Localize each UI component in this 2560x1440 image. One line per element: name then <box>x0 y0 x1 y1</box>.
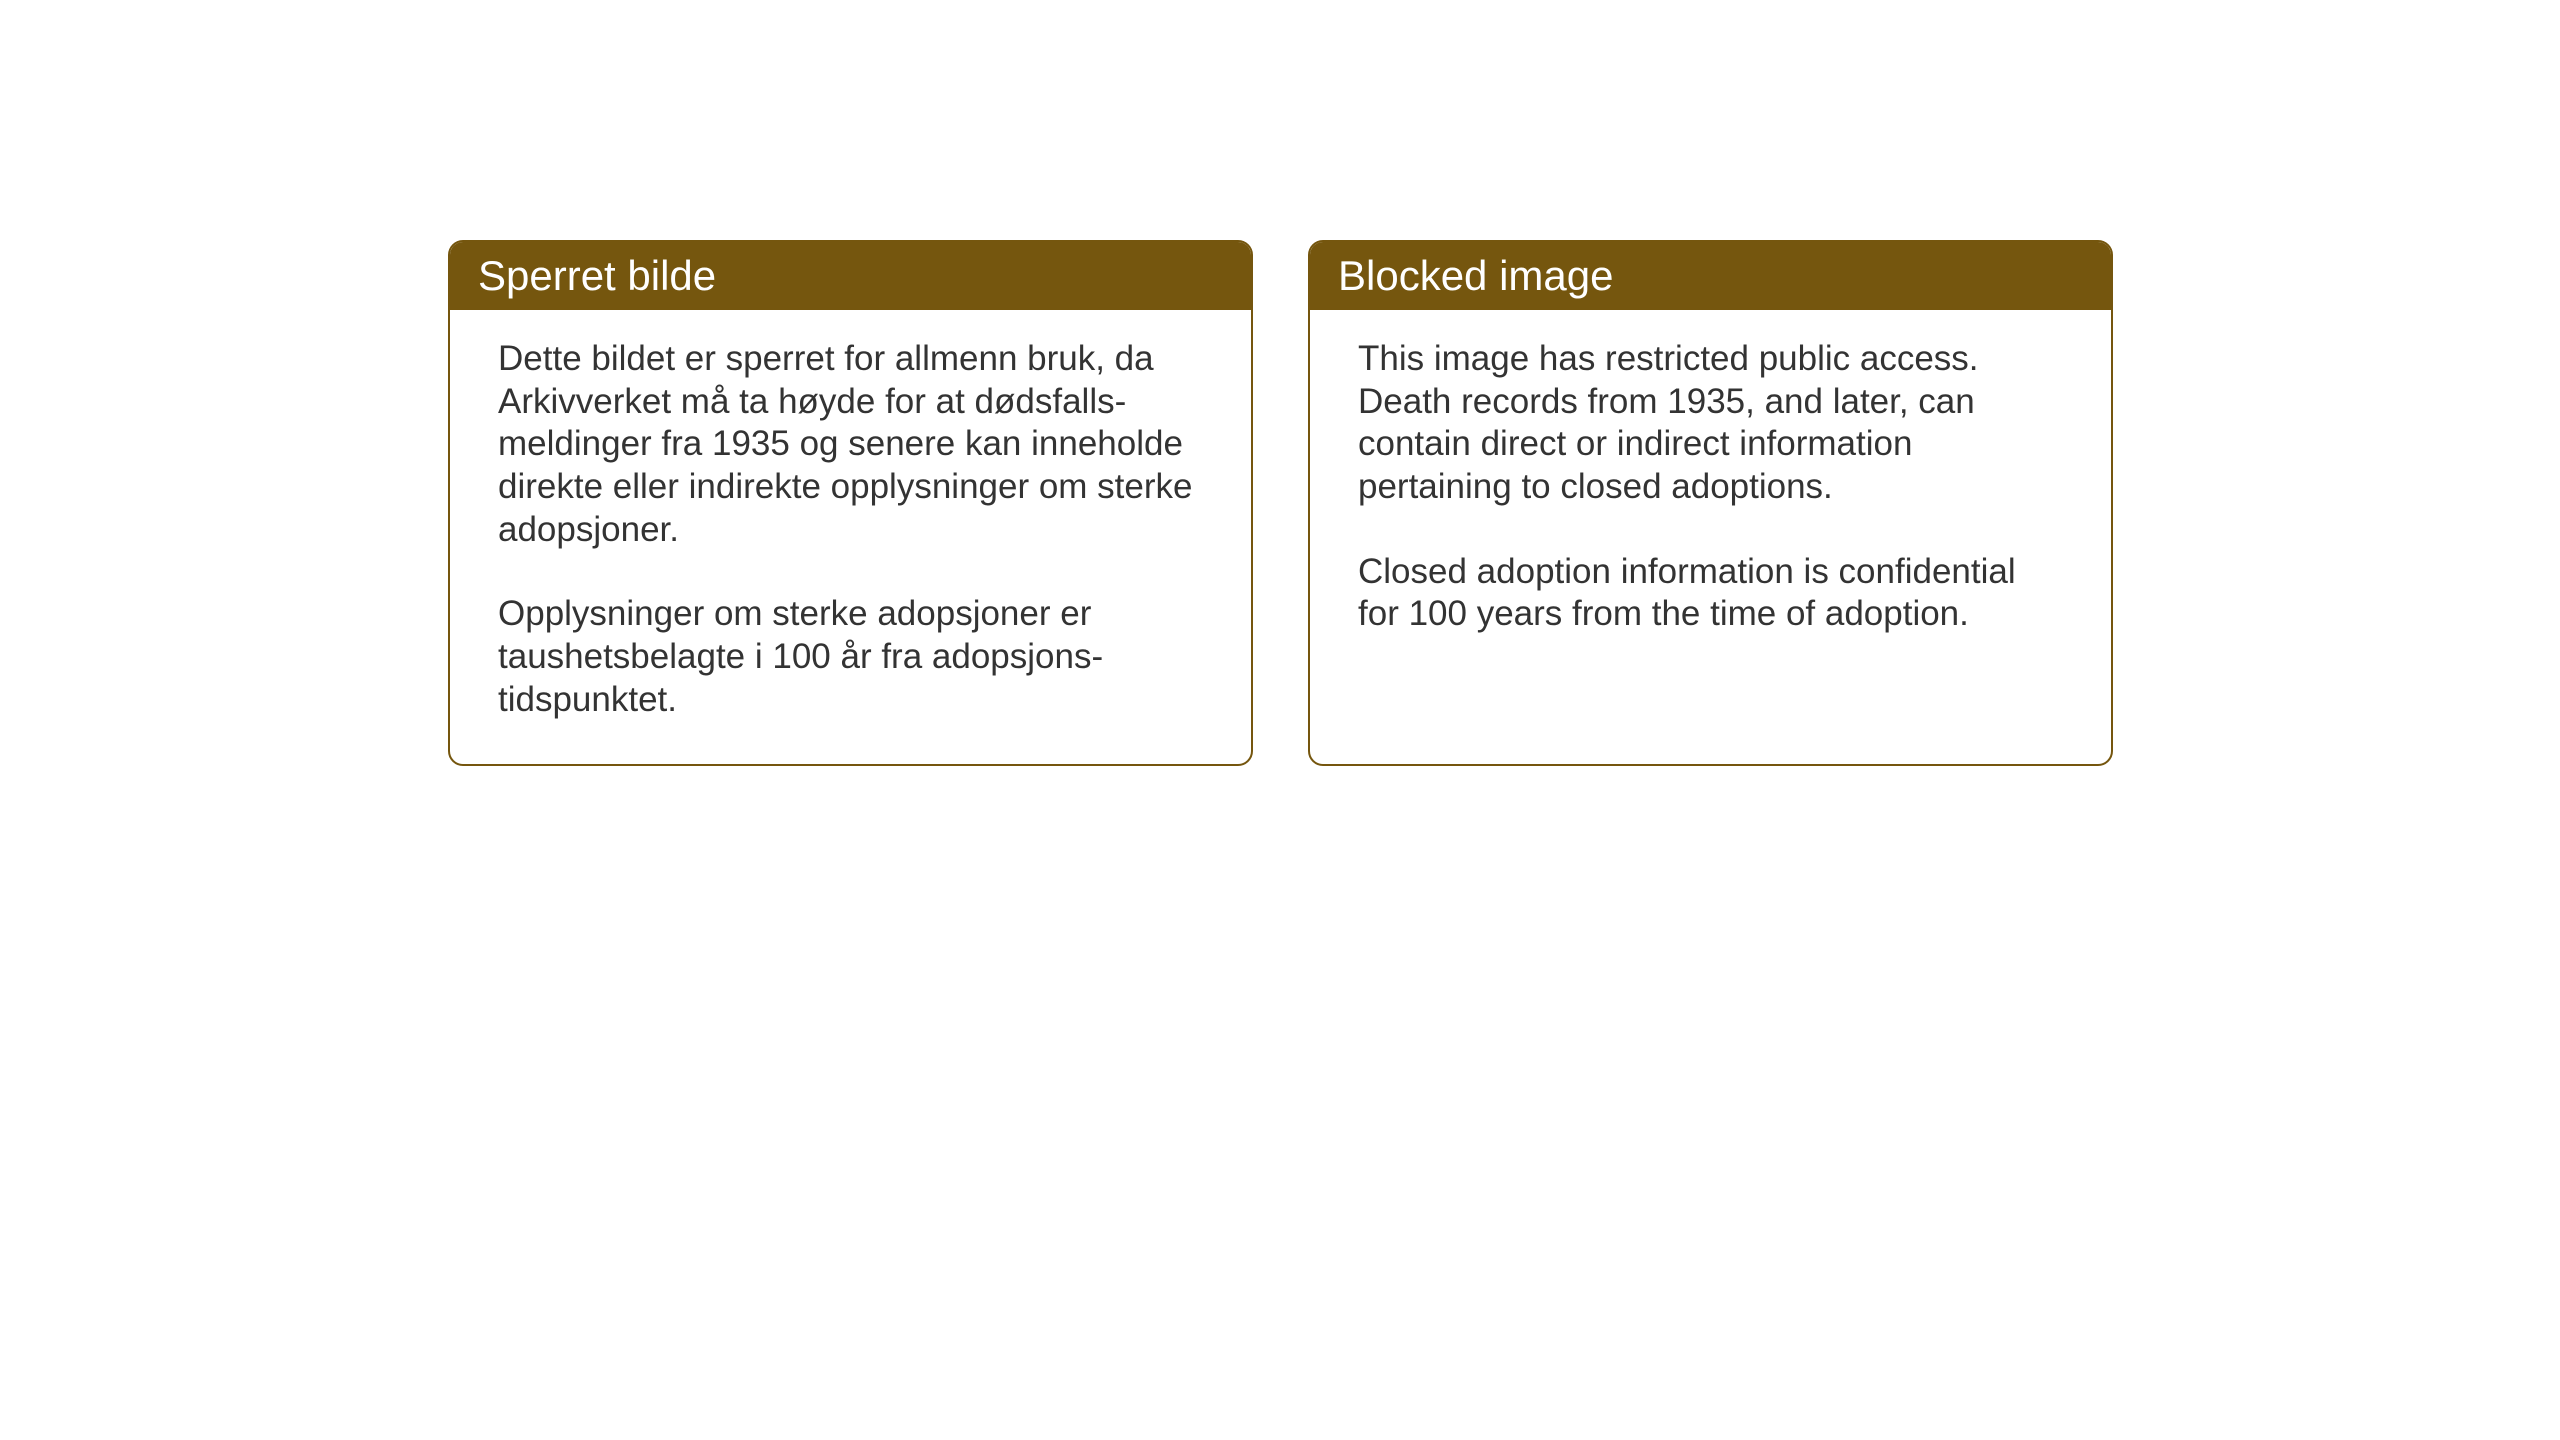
notice-container: Sperret bilde Dette bildet er sperret fo… <box>448 240 2113 766</box>
english-card-body: This image has restricted public access.… <box>1310 310 2111 678</box>
english-paragraph-2: Closed adoption information is confident… <box>1358 551 2063 636</box>
english-card-title: Blocked image <box>1310 242 2111 310</box>
norwegian-paragraph-1: Dette bildet er sperret for allmenn bruk… <box>498 338 1203 551</box>
norwegian-paragraph-2: Opplysninger om sterke adopsjoner er tau… <box>498 593 1203 721</box>
english-notice-card: Blocked image This image has restricted … <box>1308 240 2113 766</box>
norwegian-card-title: Sperret bilde <box>450 242 1251 310</box>
norwegian-card-body: Dette bildet er sperret for allmenn bruk… <box>450 310 1251 764</box>
english-paragraph-1: This image has restricted public access.… <box>1358 338 2063 509</box>
norwegian-notice-card: Sperret bilde Dette bildet er sperret fo… <box>448 240 1253 766</box>
